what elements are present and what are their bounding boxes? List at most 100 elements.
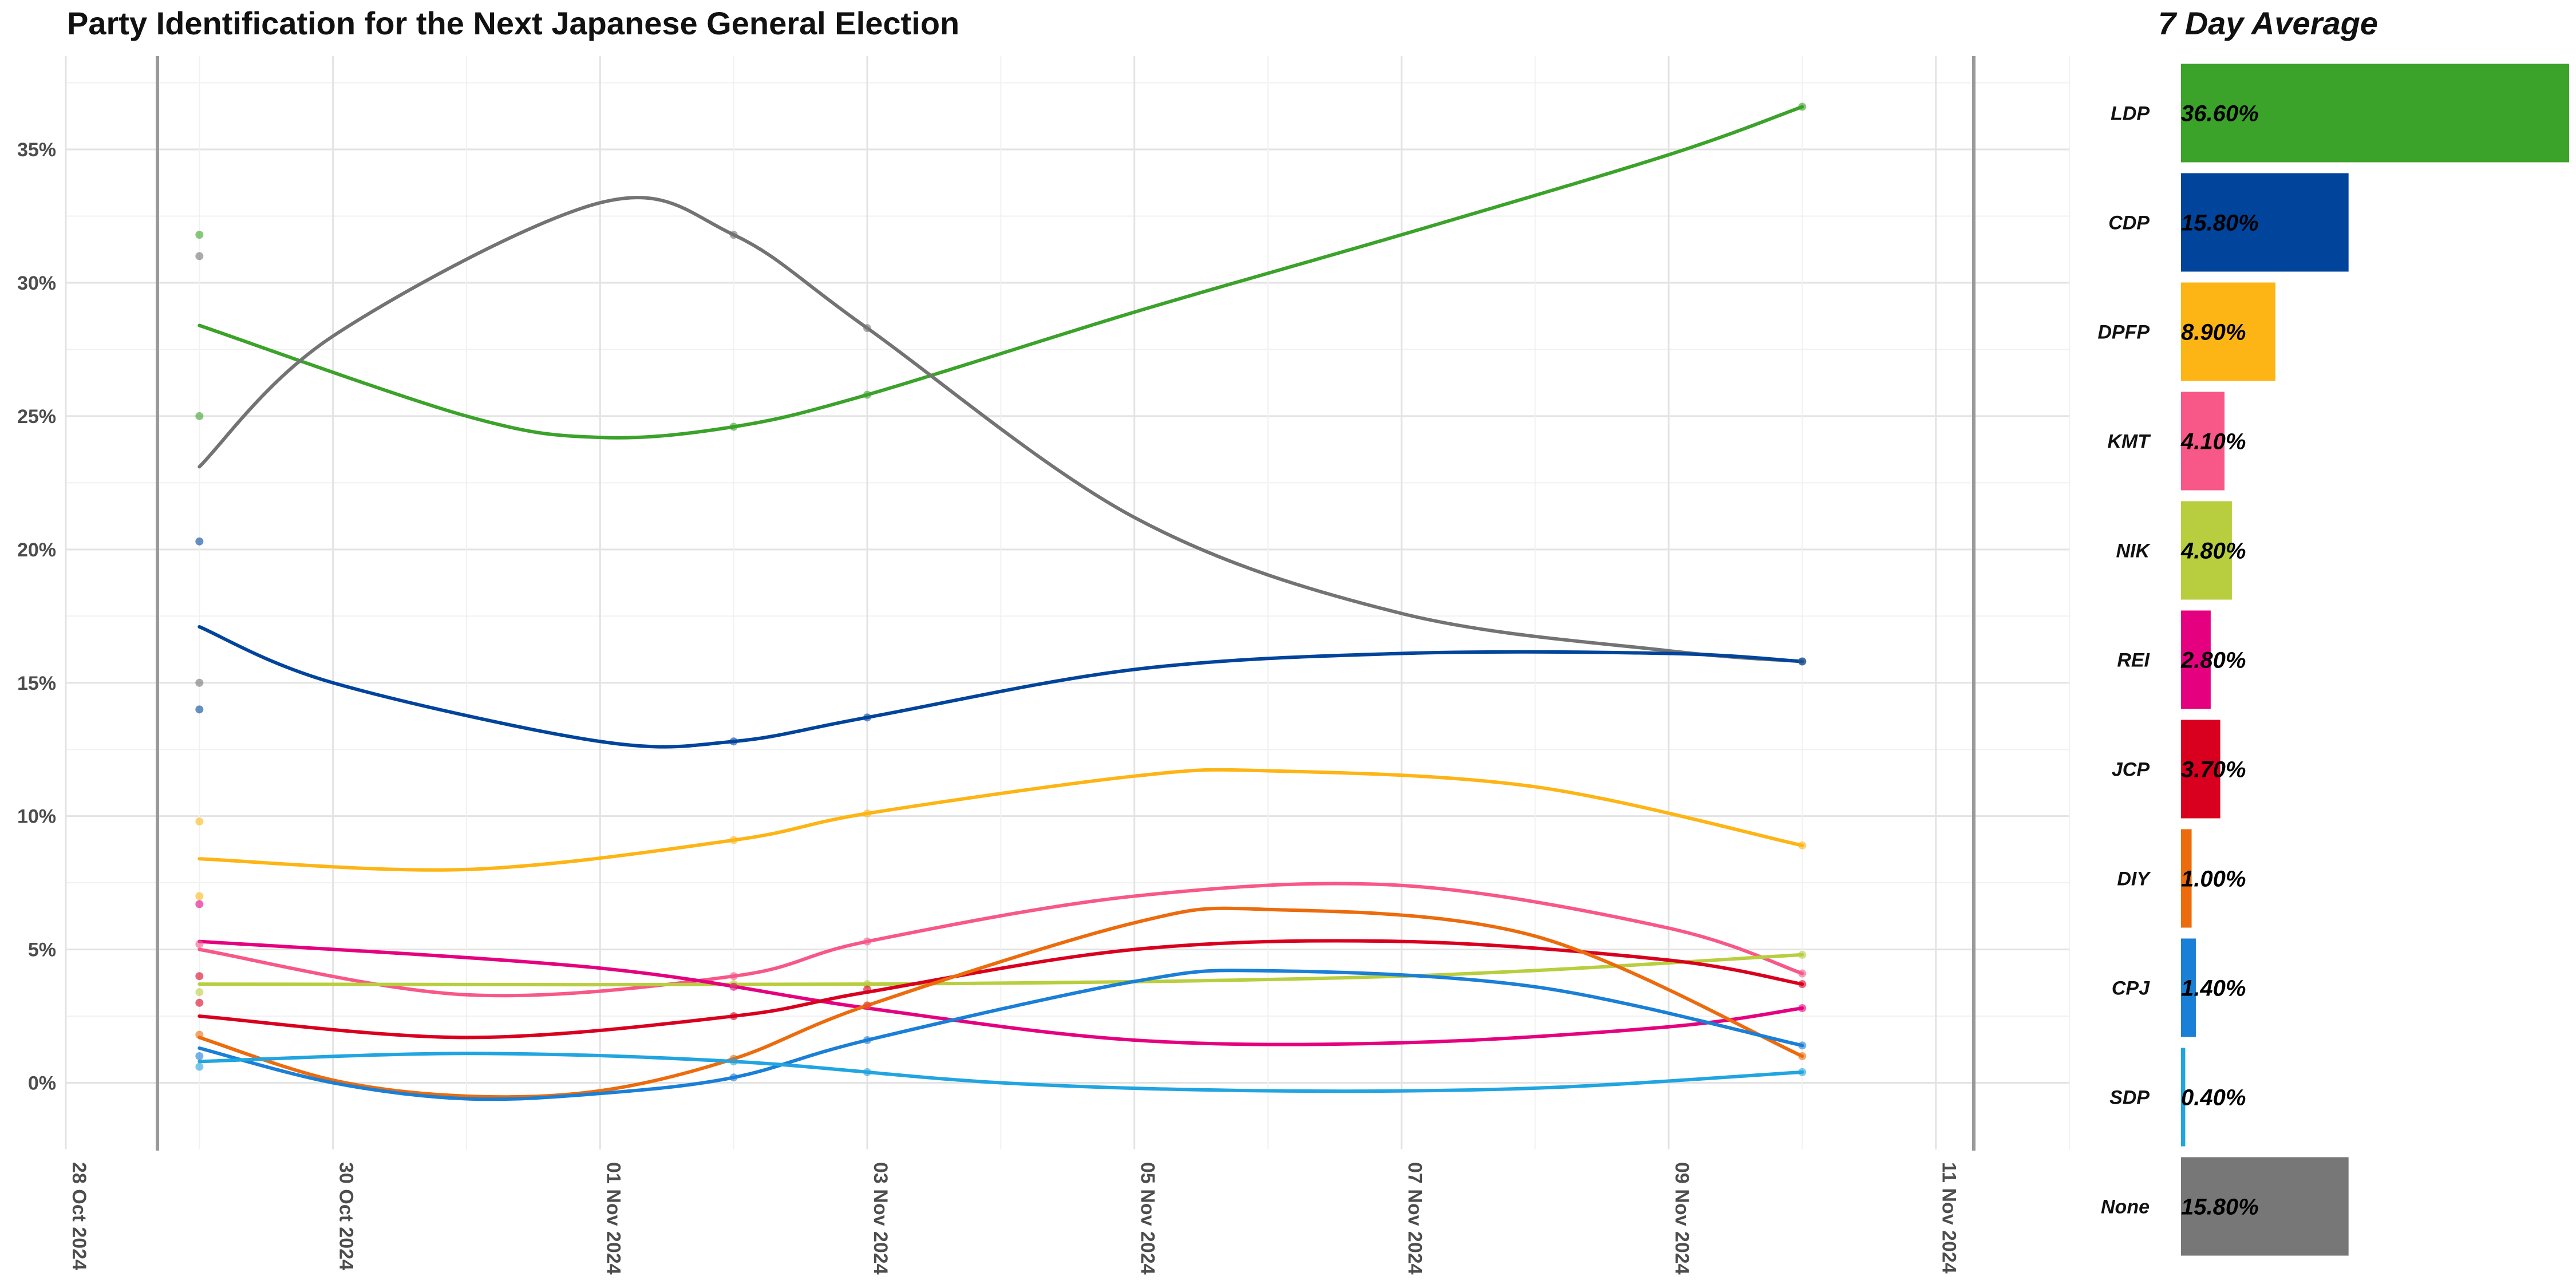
- bar-category-dpfp: DPFP: [2097, 322, 2150, 343]
- bar-category-none: None: [2101, 1196, 2150, 1218]
- poll-point-kmt: [195, 940, 204, 949]
- y-tick-label: 30%: [17, 272, 56, 294]
- y-tick-label: 20%: [17, 539, 56, 561]
- poll-point-dpfp: [729, 836, 738, 844]
- poll-point-nik: [1798, 950, 1807, 959]
- poll-point-cpj: [729, 1073, 738, 1082]
- bars: LDP 36.60% CDP 15.80% DPFP 8.90% KMT 4.10% NIK 4.…: [2097, 64, 2569, 1256]
- poll-point-jcp: [1798, 980, 1807, 989]
- y-tick-label: 10%: [17, 806, 56, 828]
- bar-category-ldp: LDP: [2111, 103, 2150, 125]
- poll-point-cpj: [863, 1036, 871, 1044]
- poll-point-dpfp: [863, 809, 871, 818]
- poll-point-rei: [195, 900, 204, 908]
- bar-value-sdp: 0.40%: [2181, 1085, 2246, 1111]
- poll-point-dpfp: [195, 892, 204, 900]
- poll-point-none: [729, 231, 738, 239]
- poll-point-none: [863, 324, 871, 333]
- poll-point-sdp: [729, 1057, 738, 1066]
- poll-point-nik: [195, 988, 204, 997]
- poll-point-sdp: [1798, 1068, 1807, 1076]
- poll-point-ldp: [729, 422, 738, 431]
- y-axis-labels: 0% 5% 10% 15% 20% 25% 30% 35%: [17, 139, 56, 1094]
- bar-category-jcp: JCP: [2112, 759, 2150, 781]
- poll-point-kmt: [1798, 969, 1807, 978]
- x-tick-label: 03 Nov 2024: [870, 1162, 891, 1275]
- y-tick-label: 25%: [17, 406, 56, 428]
- poll-point-jcp: [729, 1012, 738, 1021]
- bar-diy: [2181, 829, 2192, 928]
- bar-value-kmt: 4.10%: [2180, 429, 2246, 455]
- bar-chart: 7 Day Average LDP 36.60% CDP 15.80% DPFP 8.90…: [2097, 5, 2569, 1256]
- trend-line-cdp: [197, 625, 1804, 749]
- poll-point-ldp: [1798, 102, 1807, 111]
- trend-lines: [197, 105, 1804, 1101]
- poll-point-diy: [1798, 1052, 1807, 1060]
- trend-line-kmt: [197, 882, 1804, 998]
- poll-point-jcp: [195, 972, 204, 981]
- bar-cpj: [2181, 938, 2196, 1037]
- poll-point-none: [195, 678, 204, 687]
- bar-value-ldp: 36.60%: [2181, 101, 2259, 127]
- poll-point-ldp: [195, 412, 204, 420]
- line-chart: Party Identification for the Next Japane…: [17, 5, 2070, 1275]
- poll-point-cdp: [195, 537, 204, 546]
- bar-none: [2181, 1157, 2349, 1256]
- bar-rei: [2181, 610, 2211, 709]
- poll-point-cpj: [195, 1052, 204, 1060]
- bar-kmt: [2181, 392, 2225, 491]
- poll-point-cdp: [863, 713, 871, 722]
- bar-category-rei: REI: [2117, 650, 2150, 671]
- trend-line-dpfp: [197, 768, 1804, 872]
- poll-point-jcp: [195, 998, 204, 1007]
- poll-points: [195, 102, 1807, 1082]
- poll-point-diy: [195, 1030, 204, 1039]
- bar-category-nik: NIK: [2116, 540, 2151, 562]
- x-tick-label: 28 Oct 2024: [68, 1162, 90, 1270]
- bar-category-diy: DIY: [2117, 868, 2151, 890]
- bar-category-kmt: KMT: [2107, 431, 2151, 453]
- bar-dpfp: [2181, 282, 2275, 381]
- bar-nik: [2181, 501, 2232, 600]
- line-chart-grid: [65, 56, 2070, 1151]
- bar-value-cpj: 1.40%: [2181, 976, 2246, 1001]
- poll-point-cdp: [195, 705, 204, 714]
- poll-point-cdp: [1798, 657, 1807, 666]
- bar-category-sdp: SDP: [2109, 1087, 2150, 1109]
- trend-line-ldp: [197, 105, 1804, 440]
- poll-point-rei: [729, 982, 738, 991]
- poll-point-kmt: [863, 937, 871, 946]
- poll-point-none: [195, 252, 204, 260]
- bar-ldp: [2181, 64, 2569, 163]
- poll-point-ldp: [195, 231, 204, 239]
- poll-point-ldp: [863, 390, 871, 399]
- poll-point-cdp: [729, 737, 738, 746]
- poll-point-kmt: [729, 972, 738, 981]
- y-tick-label: 5%: [28, 939, 56, 961]
- bar-cdp: [2181, 173, 2349, 272]
- bar-value-nik: 4.80%: [2180, 539, 2246, 564]
- poll-point-dpfp: [195, 817, 204, 825]
- poll-point-dpfp: [1798, 841, 1807, 850]
- poll-point-jcp: [863, 985, 871, 994]
- trend-line-sdp: [197, 1052, 1804, 1093]
- bar-sdp: [2181, 1048, 2186, 1147]
- bar-category-cdp: CDP: [2108, 212, 2150, 234]
- trend-line-nik: [197, 953, 1804, 987]
- x-tick-label: 09 Nov 2024: [1671, 1162, 1693, 1275]
- bar-value-cdp: 15.80%: [2181, 211, 2259, 236]
- poll-point-cpj: [1798, 1041, 1807, 1050]
- poll-point-diy: [863, 1001, 871, 1010]
- bar-value-dpfp: 8.90%: [2181, 320, 2246, 345]
- x-tick-label: 11 Nov 2024: [1938, 1162, 1960, 1274]
- bar-category-cpj: CPJ: [2112, 978, 2150, 999]
- bar-value-rei: 2.80%: [2180, 648, 2246, 673]
- bar-value-jcp: 3.70%: [2181, 757, 2246, 783]
- bar-chart-title: 7 Day Average: [2158, 5, 2378, 41]
- y-tick-label: 0%: [28, 1073, 56, 1095]
- trend-line-none: [197, 196, 1804, 663]
- line-chart-title: Party Identification for the Next Japane…: [67, 5, 959, 41]
- trend-line-jcp: [197, 939, 1804, 1040]
- x-axis-labels: 28 Oct 2024 30 Oct 2024 01 Nov 2024 03 Nov …: [68, 1162, 1960, 1275]
